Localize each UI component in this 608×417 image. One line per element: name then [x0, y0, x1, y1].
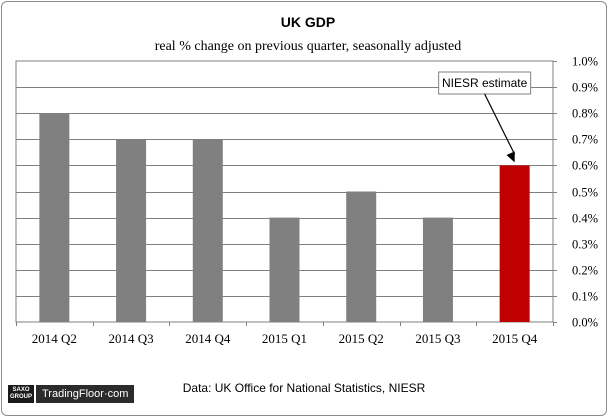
source-note: Data: UK Office for National Statistics,… [182, 381, 426, 395]
x-tick-label: 2014 Q2 [32, 331, 77, 346]
bar-2014-q4 [192, 139, 223, 322]
bar-2015-q2 [346, 191, 377, 322]
chart-subtitle: real % change on previous quarter, seaso… [155, 39, 462, 54]
tradingfloor-logo: SAXO GROUP TradingFloor·com [8, 385, 135, 403]
y-tick-label: 0.0% [572, 316, 598, 330]
annotation-label: NIESR estimate [442, 76, 528, 90]
y-tick-label: 0.2% [572, 264, 598, 278]
y-tick-label: 0.4% [572, 212, 598, 226]
y-tick-label: 0.9% [572, 81, 598, 95]
x-tick-label: 2015 Q3 [415, 331, 460, 346]
y-tick-label: 0.3% [572, 238, 598, 252]
x-tick-label: 2014 Q3 [109, 331, 154, 346]
axes: 0.0% 0.1% 0.2% 0.3% 0.4% 0.5% 0.6% 0.7% 0.8% 0.9%… [16, 55, 598, 346]
logo-saxo-text: SAXO [12, 387, 30, 393]
x-tick-label: 2015 Q4 [492, 331, 538, 346]
annotation-arrow-line [484, 93, 516, 155]
x-tick-label: 2014 Q4 [185, 331, 231, 346]
annotation: NIESR estimate [438, 71, 532, 163]
x-tick-label: 2015 Q2 [339, 331, 384, 346]
y-tick-label: 0.1% [572, 290, 598, 304]
x-tick-label: 2015 Q1 [262, 331, 307, 346]
y-tick-label: 0.7% [572, 133, 598, 147]
tradingfloor-wordmark: TradingFloor·com [36, 385, 135, 403]
bar-2015-q1 [269, 217, 300, 322]
y-tick-label: 0.8% [572, 107, 598, 121]
bar-2015-q3 [422, 217, 453, 322]
y-tick-label: 0.6% [572, 159, 598, 173]
annotation-arrowhead [506, 151, 515, 163]
bar-2014-q2 [39, 113, 70, 322]
saxo-group-mark: SAXO GROUP [8, 385, 34, 403]
bars [39, 113, 530, 322]
bar-2015-q4 [499, 165, 530, 322]
logo-group-text: GROUP [9, 394, 32, 400]
y-tick-label: 0.5% [572, 186, 598, 200]
y-tick-label: 1.0% [572, 55, 598, 69]
chart-title: UK GDP [281, 14, 335, 30]
bar-2014-q3 [116, 139, 147, 322]
